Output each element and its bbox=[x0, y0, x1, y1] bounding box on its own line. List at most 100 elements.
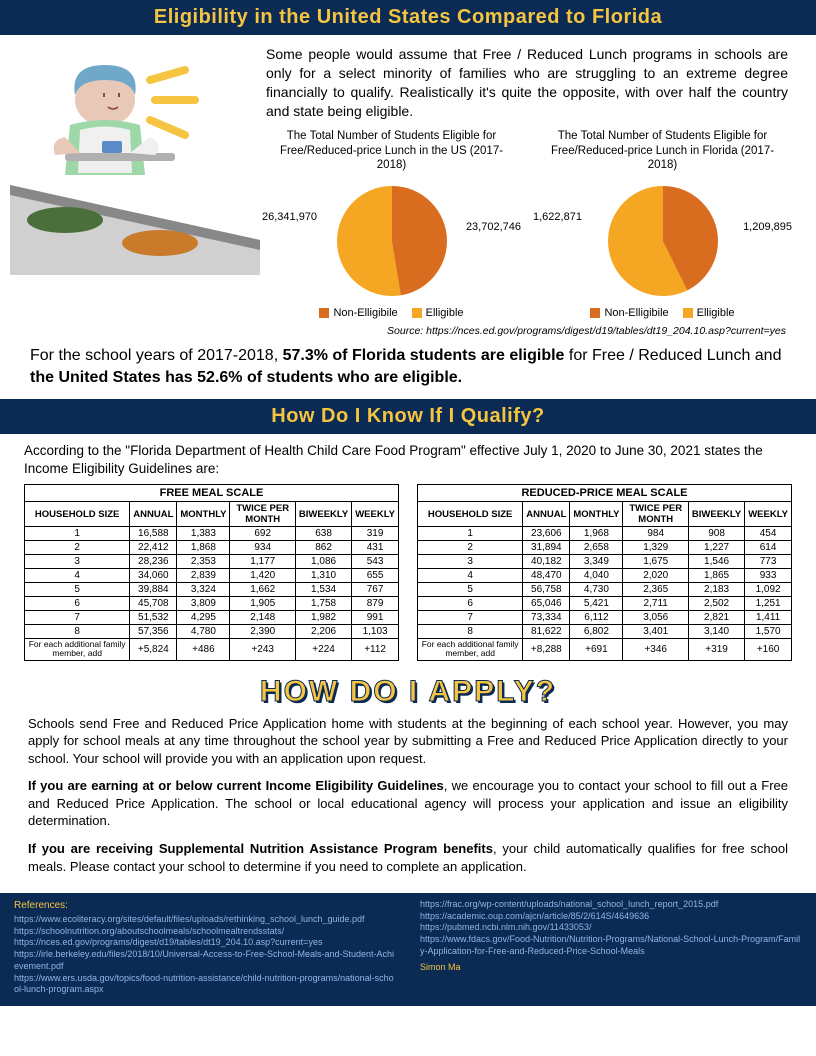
table-cell: +224 bbox=[295, 639, 351, 661]
free-meal-table-wrap: FREE MEAL SCALE HOUSEHOLD SIZEANNUALMONT… bbox=[24, 484, 399, 661]
reference-link[interactable]: https://www.fdacs.gov/Food-Nutrition/Nut… bbox=[420, 934, 802, 957]
table-cell: 1,086 bbox=[295, 555, 351, 569]
apply-p3-bold: If you are receiving Supplemental Nutrit… bbox=[28, 841, 493, 856]
chart-us: The Total Number of Students Eligible fo… bbox=[266, 129, 517, 320]
table-cell: 1,383 bbox=[177, 527, 230, 541]
table-cell: 1,420 bbox=[230, 569, 295, 583]
apply-p1: Schools send Free and Reduced Price Appl… bbox=[28, 715, 788, 768]
table-cell: 16,588 bbox=[130, 527, 177, 541]
highlight-pre: For the school years of 2017-2018, bbox=[30, 347, 283, 364]
source-citation: Source: https://nces.ed.gov/programs/dig… bbox=[0, 323, 816, 341]
table-header: BIWEEKLY bbox=[295, 502, 351, 527]
table-cell: 1,905 bbox=[230, 597, 295, 611]
table-cell: 2 bbox=[25, 541, 130, 555]
table-cell: 81,622 bbox=[523, 625, 570, 639]
table-cell: 4,040 bbox=[570, 569, 623, 583]
table-cell: 3,349 bbox=[570, 555, 623, 569]
table-cell: 8 bbox=[25, 625, 130, 639]
table-cell: 6 bbox=[418, 597, 523, 611]
table-header: TWICE PER MONTH bbox=[230, 502, 295, 527]
table-cell: 4,295 bbox=[177, 611, 230, 625]
apply-title: HOW DO I APPLY? bbox=[0, 675, 816, 709]
table-cell: 991 bbox=[352, 611, 399, 625]
legend-us: Non-Elligibile Elligible bbox=[266, 307, 517, 319]
table-cell: 934 bbox=[230, 541, 295, 555]
chart-fl-title: The Total Number of Students Eligible fo… bbox=[537, 129, 788, 174]
table-cell: 2,183 bbox=[688, 583, 744, 597]
chart-fl-eligible-count: 1,622,871 bbox=[533, 211, 582, 223]
reference-link[interactable]: https://pubmed.ncbi.nlm.nih.gov/11433053… bbox=[420, 922, 802, 934]
table-header: HOUSEHOLD SIZE bbox=[25, 502, 130, 527]
table-cell: 2 bbox=[418, 541, 523, 555]
table-cell: 3 bbox=[418, 555, 523, 569]
reference-link[interactable]: https://schoolnutrition.org/aboutschoolm… bbox=[14, 926, 396, 938]
chart-fl-noneligible-count: 1,209,895 bbox=[743, 221, 792, 233]
reduced-meal-table: HOUSEHOLD SIZEANNUALMONTHLYTWICE PER MON… bbox=[417, 501, 792, 661]
legend-fl: Non-Elligibile Elligible bbox=[537, 307, 788, 319]
references-title: References: bbox=[14, 899, 396, 912]
table-cell: 2,502 bbox=[688, 597, 744, 611]
table-cell: 4 bbox=[418, 569, 523, 583]
table-cell: 2,148 bbox=[230, 611, 295, 625]
table-cell: 22,412 bbox=[130, 541, 177, 555]
table-cell: 933 bbox=[745, 569, 792, 583]
table-cell: 862 bbox=[295, 541, 351, 555]
intro-paragraph: Some people would assume that Free / Red… bbox=[260, 45, 788, 129]
table-cell: 1,177 bbox=[230, 555, 295, 569]
apply-body: Schools send Free and Reduced Price Appl… bbox=[0, 715, 816, 893]
table-cell: 984 bbox=[623, 527, 688, 541]
table-cell: 1,968 bbox=[570, 527, 623, 541]
table-cell: 1,570 bbox=[745, 625, 792, 639]
free-meal-table: HOUSEHOLD SIZEANNUALMONTHLYTWICE PER MON… bbox=[24, 501, 399, 661]
table-header: WEEKLY bbox=[352, 502, 399, 527]
table-cell: 3 bbox=[25, 555, 130, 569]
table-cell: 1,251 bbox=[745, 597, 792, 611]
reference-link[interactable]: https://www.ers.usda.gov/topics/food-nut… bbox=[14, 973, 396, 996]
chart-us-title: The Total Number of Students Eligible fo… bbox=[266, 129, 517, 174]
chart-us-eligible-count: 26,341,970 bbox=[262, 211, 317, 223]
reference-link[interactable]: https://irle.berkeley.edu/files/2018/10/… bbox=[14, 949, 396, 972]
pie-chart-us bbox=[337, 186, 447, 296]
pie-chart-fl bbox=[608, 186, 718, 296]
table-cell: 2,711 bbox=[623, 597, 688, 611]
reference-link[interactable]: https://nces.ed.gov/programs/digest/d19/… bbox=[14, 937, 396, 949]
table-cell: 1 bbox=[418, 527, 523, 541]
table-cell: 454 bbox=[745, 527, 792, 541]
table-cell: 879 bbox=[352, 597, 399, 611]
table-cell: 1,868 bbox=[177, 541, 230, 555]
table-cell: 2,658 bbox=[570, 541, 623, 555]
table-cell: 5,421 bbox=[570, 597, 623, 611]
table-cell: 638 bbox=[295, 527, 351, 541]
table-cell: 1,227 bbox=[688, 541, 744, 555]
table-cell: 1,546 bbox=[688, 555, 744, 569]
table-cell: 2,020 bbox=[623, 569, 688, 583]
table-cell: 4,780 bbox=[177, 625, 230, 639]
table-cell: For each additional family member, add bbox=[25, 639, 130, 661]
reduced-meal-title: REDUCED-PRICE MEAL SCALE bbox=[417, 484, 792, 501]
table-cell: 57,356 bbox=[130, 625, 177, 639]
table-cell: 56,758 bbox=[523, 583, 570, 597]
table-cell: 5 bbox=[25, 583, 130, 597]
highlight-fl-stat: 57.3% of Florida students are eligible bbox=[283, 347, 565, 364]
table-cell: +243 bbox=[230, 639, 295, 661]
table-cell: 1,329 bbox=[623, 541, 688, 555]
free-meal-title: FREE MEAL SCALE bbox=[24, 484, 399, 501]
cafeteria-worker-illustration bbox=[10, 45, 260, 275]
table-cell: 1,092 bbox=[745, 583, 792, 597]
reference-link[interactable]: https://frac.org/wp-content/uploads/nati… bbox=[420, 899, 802, 911]
table-cell: 1,534 bbox=[295, 583, 351, 597]
reference-link[interactable]: https://www.ecoliteracy.org/sites/defaul… bbox=[14, 914, 396, 926]
table-cell: 28,236 bbox=[130, 555, 177, 569]
table-cell: 2,390 bbox=[230, 625, 295, 639]
table-cell: 543 bbox=[352, 555, 399, 569]
table-cell: 319 bbox=[352, 527, 399, 541]
table-cell: 7 bbox=[25, 611, 130, 625]
table-cell: 908 bbox=[688, 527, 744, 541]
apply-p2-bold: If you are earning at or below current I… bbox=[28, 778, 444, 793]
table-header: TWICE PER MONTH bbox=[623, 502, 688, 527]
legend-eligible: Elligible bbox=[426, 307, 464, 319]
table-cell: 3,324 bbox=[177, 583, 230, 597]
table-cell: 1,675 bbox=[623, 555, 688, 569]
table-header: ANNUAL bbox=[130, 502, 177, 527]
reference-link[interactable]: https://academic.oup.com/ajcn/article/85… bbox=[420, 911, 802, 923]
